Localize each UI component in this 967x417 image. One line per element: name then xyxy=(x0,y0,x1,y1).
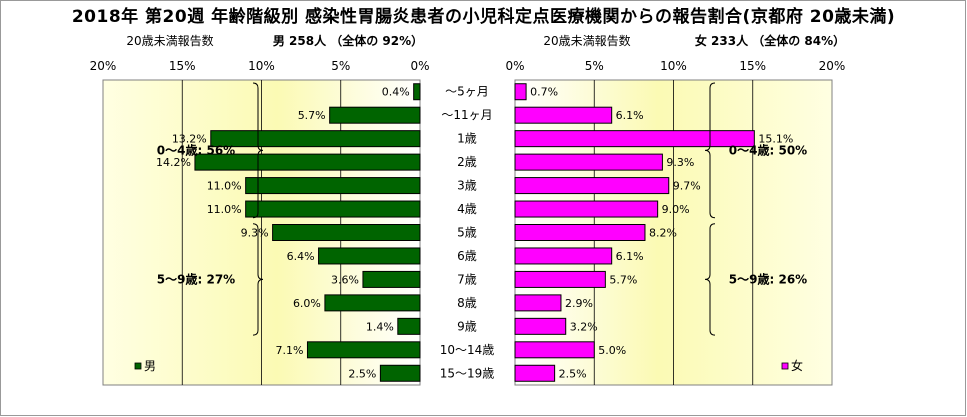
female-header-total: 女 233人 （全体の 84%） xyxy=(695,33,845,48)
male-value-label: 1.4% xyxy=(366,320,394,333)
female-age-group-annotation: 5～9歳: 26% xyxy=(729,271,807,286)
male-bar xyxy=(245,177,421,195)
category-label: 5歳 xyxy=(457,226,477,240)
female-bar xyxy=(514,153,663,171)
category-label: 10～14歳 xyxy=(440,343,495,357)
female-bar xyxy=(514,130,755,148)
male-tick-label: 0% xyxy=(410,59,429,73)
male-value-label: 6.4% xyxy=(287,250,315,263)
male-age-group-annotation: 0～4歳: 56% xyxy=(157,142,235,157)
female-bar xyxy=(514,224,646,241)
male-legend-swatch xyxy=(134,362,142,370)
female-value-label: 5.7% xyxy=(609,273,637,286)
category-label: 9歳 xyxy=(457,319,477,333)
category-label: 1歳 xyxy=(457,132,477,146)
female-value-label: 15.1% xyxy=(758,133,793,146)
male-tick-label: 15% xyxy=(169,59,196,73)
female-brace xyxy=(704,82,716,219)
female-legend-swatch xyxy=(781,362,789,370)
male-bar xyxy=(329,106,421,124)
female-value-label: 0.7% xyxy=(530,86,558,99)
male-value-label: 7.1% xyxy=(276,344,304,357)
female-tick-label: 20% xyxy=(819,59,846,73)
male-bar xyxy=(318,247,421,265)
male-value-label: 11.0% xyxy=(207,180,242,193)
category-label: 2歳 xyxy=(457,155,477,169)
female-value-label: 8.2% xyxy=(649,227,677,240)
male-value-label: 5.7% xyxy=(298,109,326,122)
female-value-label: 2.5% xyxy=(559,367,587,380)
category-label: ～5ヶ月 xyxy=(445,85,489,99)
male-bar xyxy=(324,294,421,312)
male-value-label: 0.4% xyxy=(382,86,410,99)
female-tick-label: 0% xyxy=(505,59,524,73)
male-header-total: 男 258人 （全体の 92%） xyxy=(273,33,423,48)
female-value-label: 2.9% xyxy=(565,297,593,310)
male-tick-label: 20% xyxy=(90,59,117,73)
female-value-label: 6.1% xyxy=(616,250,644,263)
female-age-group-annotation: 0～4歳: 50% xyxy=(729,142,807,157)
female-tick-label: 5% xyxy=(585,59,604,73)
female-value-label: 6.1% xyxy=(616,109,644,122)
male-value-label: 3.6% xyxy=(331,273,359,286)
male-bar xyxy=(194,153,421,171)
category-label: 3歳 xyxy=(457,179,477,193)
male-bar xyxy=(272,224,421,241)
male-bar xyxy=(379,364,421,382)
male-value-label: 6.0% xyxy=(293,297,321,310)
female-tick-label: 10% xyxy=(660,59,687,73)
female-bar xyxy=(514,341,595,359)
female-bar xyxy=(514,294,562,312)
category-label: 8歳 xyxy=(457,296,477,310)
female-bar xyxy=(514,106,613,124)
male-brace xyxy=(252,223,264,336)
category-label: 7歳 xyxy=(457,272,477,286)
female-bar xyxy=(514,83,527,101)
male-age-group-annotation: 5～9歳: 27% xyxy=(157,271,235,286)
male-header-count-label: 20歳未満報告数 xyxy=(126,33,213,48)
female-value-label: 5.0% xyxy=(598,344,626,357)
female-bar xyxy=(514,247,613,265)
category-label: 15～19歳 xyxy=(440,366,495,380)
category-label: ～11ヶ月 xyxy=(441,108,492,122)
female-bar xyxy=(514,177,670,195)
female-header-count-label: 20歳未満報告数 xyxy=(543,33,630,48)
category-label: 6歳 xyxy=(457,249,477,263)
male-value-label: 11.0% xyxy=(207,203,242,216)
male-value-label: 2.5% xyxy=(348,367,376,380)
chart-title: 2018年 第20週 年齢階級別 感染性胃腸炎患者の小児科定点医療機関からの報告… xyxy=(71,7,896,27)
female-legend-label: 女 xyxy=(791,358,803,373)
male-legend-label: 男 xyxy=(144,359,156,373)
female-value-label: 9.0% xyxy=(662,203,690,216)
female-value-label: 9.7% xyxy=(673,180,701,193)
male-value-label: 13.2% xyxy=(172,133,207,146)
male-bar xyxy=(362,270,421,288)
female-value-label: 9.3% xyxy=(666,156,694,169)
male-tick-label: 5% xyxy=(331,59,350,73)
female-bar xyxy=(514,364,556,382)
male-value-label: 9.3% xyxy=(241,227,269,240)
male-bar xyxy=(413,83,421,101)
female-bar xyxy=(514,200,659,218)
female-bar xyxy=(514,317,567,335)
male-bar xyxy=(397,317,421,335)
female-value-label: 3.2% xyxy=(570,320,598,333)
category-label: 4歳 xyxy=(457,202,477,216)
female-brace xyxy=(704,223,716,336)
male-brace xyxy=(252,82,264,219)
male-value-label: 14.2% xyxy=(156,156,191,169)
male-bar xyxy=(306,341,421,359)
male-bar xyxy=(245,200,421,218)
male-bar xyxy=(210,130,421,148)
female-bar xyxy=(514,270,606,288)
male-tick-label: 10% xyxy=(248,59,275,73)
female-tick-label: 15% xyxy=(739,59,766,73)
